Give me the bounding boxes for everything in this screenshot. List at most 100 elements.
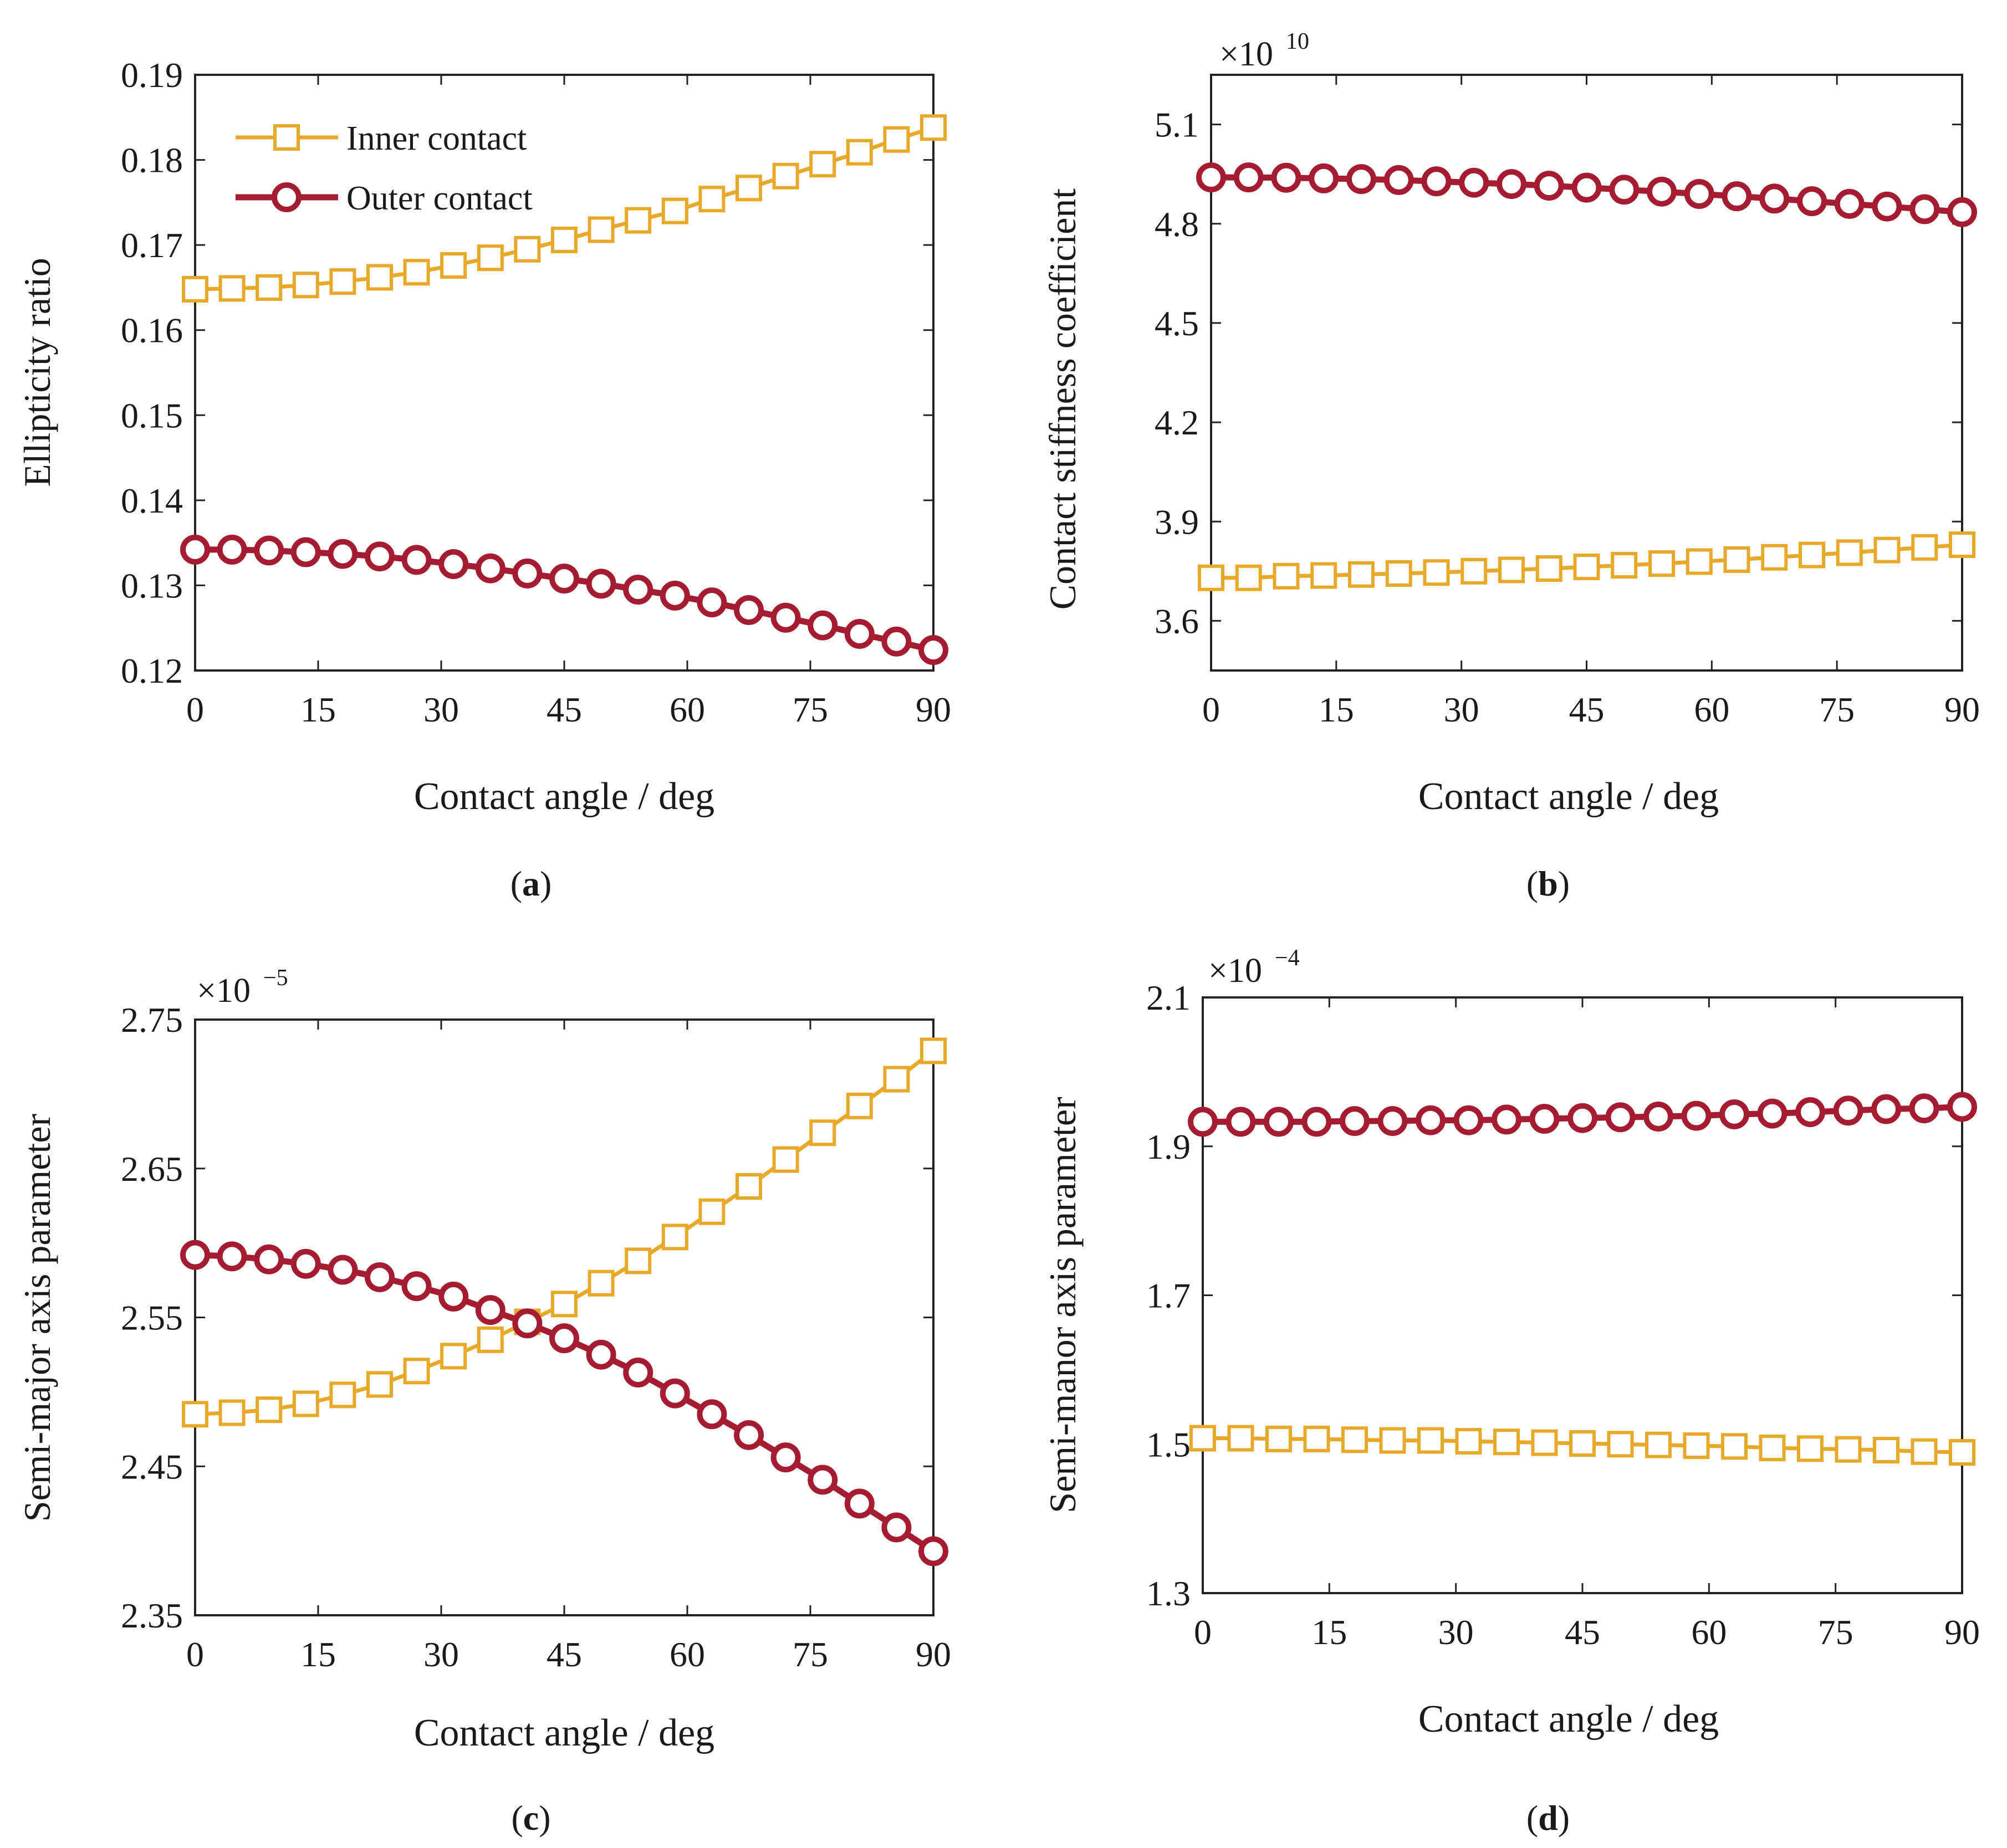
panel-d: ×10 −4 0 15 30 45 60 75 90 1.3 1.5 1.7 1.9 2.1 Semi… xyxy=(1041,945,1980,1837)
panel-d-outer-point xyxy=(1947,1092,1977,1122)
panel-c-ytick-label: 2.55 xyxy=(121,1298,183,1338)
panel-a-ytick-label: 0.12 xyxy=(121,651,183,690)
panel-d-inner-point xyxy=(1341,1426,1368,1453)
panel-b-inner-point xyxy=(1611,552,1638,579)
panel-b-xtick-label: 0 xyxy=(1202,690,1220,729)
panel-a-ylabel: Ellipticity ratio xyxy=(16,258,58,487)
panel-b-xtick-label: 15 xyxy=(1319,690,1354,729)
panel-a-outer-point xyxy=(623,575,653,605)
panel-a-outer-point xyxy=(586,569,616,599)
panel-c-outer-point xyxy=(586,1339,616,1370)
panel-d-outer-point xyxy=(1188,1107,1218,1137)
panel-d-inner-point xyxy=(1417,1427,1444,1454)
panel-c-inner-point xyxy=(329,1381,356,1409)
panel-c-multiplier-exp: −5 xyxy=(263,965,288,991)
panel-d-outer-point xyxy=(1453,1105,1484,1135)
panel-d-ytick-label: 2.1 xyxy=(1146,978,1191,1017)
panel-c-inner-point xyxy=(440,1343,467,1370)
panel-a-outer-point xyxy=(254,535,284,566)
panel-c-inner-point xyxy=(477,1326,504,1353)
panel-c-outer-point xyxy=(549,1323,579,1354)
panel-c-inner-point xyxy=(920,1037,947,1064)
panel-c-inner-point xyxy=(698,1198,726,1225)
panel-d-inner-point xyxy=(1189,1425,1216,1452)
panel-d-outer-point xyxy=(1795,1097,1825,1127)
panel-a-inner-point xyxy=(772,162,799,190)
panel-d-xtick-label: 15 xyxy=(1311,1612,1347,1652)
panel-b-inner-point xyxy=(1799,541,1825,569)
panel-a-inner-point xyxy=(920,114,947,141)
panel-c-outer-point xyxy=(217,1241,247,1272)
panel-c-inner-point xyxy=(772,1146,799,1173)
panel-d-ytick-label: 1.7 xyxy=(1146,1276,1191,1315)
panel-a-outer-point xyxy=(770,602,801,633)
panel-c-outer-point xyxy=(475,1295,505,1325)
panel-c-inner-point xyxy=(625,1247,652,1274)
panel-b-inner-point xyxy=(1686,548,1713,575)
panel-b-inner-point xyxy=(1423,559,1450,586)
panel-a-outer-point xyxy=(365,541,395,572)
panel-a-outer-point xyxy=(660,580,690,611)
panel-d-inner-point xyxy=(1569,1430,1596,1457)
panel-d-inner-point xyxy=(1227,1425,1254,1452)
panel-b-ylabel: Contact stiffness coefficient xyxy=(1041,188,1084,610)
panel-b-xtick-label: 90 xyxy=(1944,690,1980,729)
panel-a-outer-point xyxy=(734,595,764,625)
panel-a-inner-point xyxy=(477,244,504,272)
panel-c-inner-point xyxy=(551,1291,578,1318)
panel-d-ylabel: Semi-manor axis parameter xyxy=(1041,1097,1084,1513)
panel-c-caption: (c) xyxy=(511,1798,550,1837)
panel-d-outer-point xyxy=(1264,1107,1294,1137)
panel-d-inner-point xyxy=(1455,1427,1482,1455)
panel-a-ytick-label: 0.16 xyxy=(121,311,183,350)
panel-b-ticks: 0 15 30 45 60 75 90 3.6 3.9 4.2 4.5 4.8 5.1 xyxy=(1155,75,1980,729)
panel-a-outer-point xyxy=(475,553,505,583)
panel-b-multiplier: ×10 xyxy=(1219,35,1273,73)
panel-d-outer-point xyxy=(1681,1100,1712,1131)
panel-a-ytick-label: 0.14 xyxy=(121,481,183,520)
panel-c-ytick-label: 2.65 xyxy=(121,1149,183,1189)
panel-c-outer-point xyxy=(697,1399,727,1430)
panel-d-multiplier: ×10 xyxy=(1208,952,1262,990)
panel-b-multiplier-exp: 10 xyxy=(1286,29,1309,54)
panel-b-outer-point xyxy=(1383,165,1414,195)
panel-c-outer-point xyxy=(290,1248,321,1279)
panel-a-outer-point xyxy=(881,626,912,657)
panel-c-inner-point xyxy=(809,1119,836,1146)
panel-d-outer-point xyxy=(1909,1093,1939,1124)
panel-a-inner-point xyxy=(661,197,688,224)
panel-a-xtick-label: 30 xyxy=(423,690,459,729)
panel-a-inner-point xyxy=(625,207,652,234)
panel-b-caption-letter: b xyxy=(1538,864,1558,903)
panel-c-outer-point xyxy=(512,1308,543,1339)
panel-a-xtick-label: 15 xyxy=(300,690,336,729)
panel-b-inner-point xyxy=(1873,536,1901,564)
panel-a-caption: (a) xyxy=(510,864,552,903)
panel-a-outer-point xyxy=(918,635,948,666)
panel-c-outer-point xyxy=(660,1378,690,1409)
panel-a-outer-point xyxy=(808,610,838,641)
panel-c-outer-point xyxy=(401,1271,432,1302)
panel-a-xtick-label: 0 xyxy=(186,690,204,729)
panel-c-series xyxy=(180,1037,948,1567)
panel-a-outer-point xyxy=(217,534,247,565)
panel-a-ytick-label: 0.15 xyxy=(121,396,183,435)
panel-a-inner-point xyxy=(514,236,541,263)
panel-b-inner-point xyxy=(1385,560,1412,587)
panel-b-outer-point xyxy=(1421,166,1452,197)
panel-b-outer-point xyxy=(1759,183,1790,214)
panel-c-outer-point xyxy=(365,1262,395,1292)
panel-a-inner-point xyxy=(218,275,246,302)
legend-outer-label: Outer contact xyxy=(346,180,533,217)
panel-c-inner-point xyxy=(661,1224,688,1251)
panel-c-inner-point xyxy=(846,1092,873,1119)
panel-a-ytick-label: 0.19 xyxy=(121,55,183,95)
panel-b-inner-point xyxy=(1949,531,1975,559)
panel-b-xtick-label: 75 xyxy=(1819,690,1855,729)
panel-a-inner-point xyxy=(846,139,873,166)
panel-c-xtick-label: 45 xyxy=(547,1635,582,1674)
panel-c-ticks: 0 15 30 45 60 75 90 2.35 2.45 2.55 2.65 2.75 xyxy=(121,1000,951,1674)
panel-a-inner-point xyxy=(551,226,578,253)
panel-d-outer-point xyxy=(1567,1103,1597,1133)
